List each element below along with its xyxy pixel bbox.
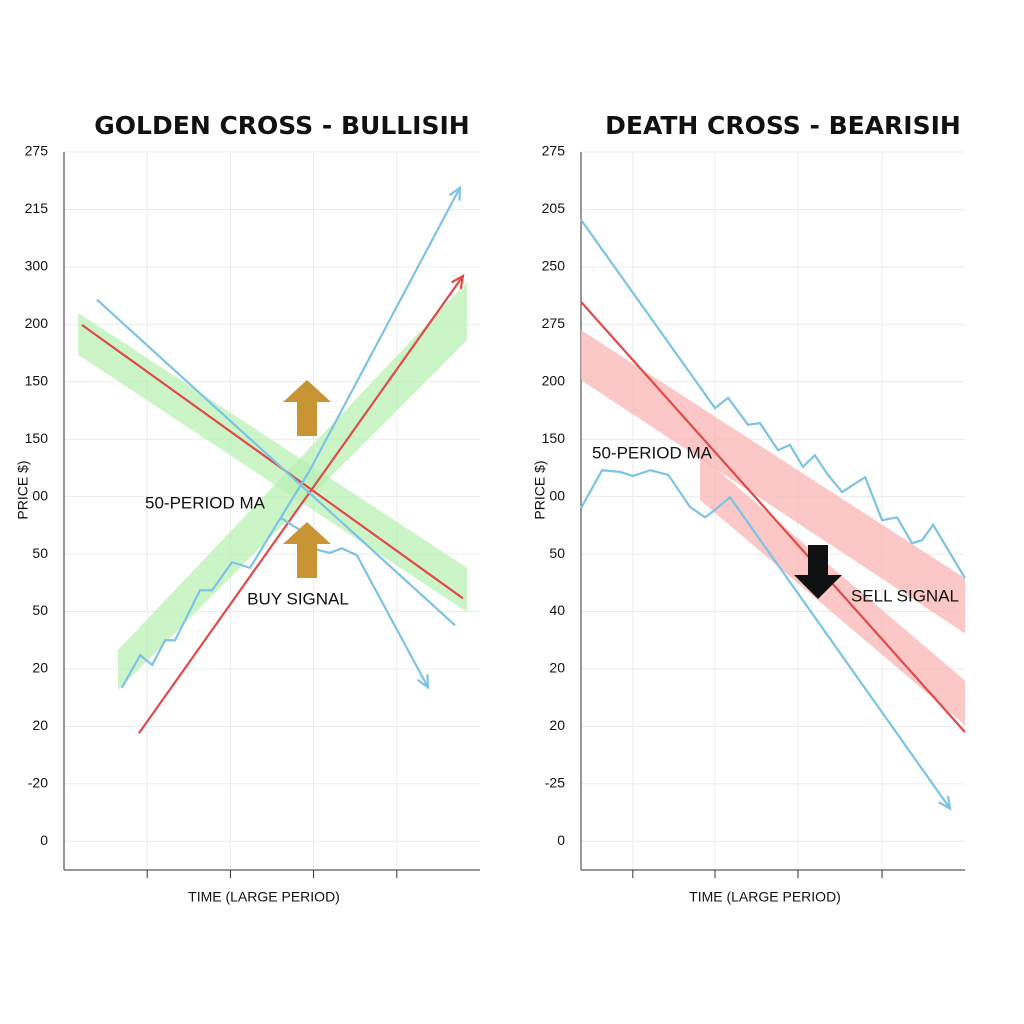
- y-axis-label: PRICE $): [15, 460, 31, 519]
- y-tick-label: -20: [28, 775, 48, 791]
- arrow-head: [448, 185, 462, 201]
- signal-arrow: [794, 545, 842, 599]
- line: [81, 324, 464, 600]
- line: [580, 301, 966, 733]
- line: [580, 219, 966, 579]
- y-tick-label: 150: [25, 372, 49, 388]
- band: [581, 330, 965, 634]
- line: [137, 275, 464, 734]
- line: [120, 187, 462, 689]
- signal-arrow: [283, 380, 331, 436]
- arrow-head: [451, 274, 465, 290]
- y-tick-label: 50: [32, 545, 48, 561]
- signal-arrow: [283, 522, 331, 578]
- y-tick-label: 20: [549, 660, 565, 676]
- annotation: 50-PERIOD MA: [592, 443, 713, 462]
- band: [118, 281, 468, 691]
- y-tick-label: 20: [549, 717, 565, 733]
- line: [580, 469, 951, 810]
- x-axis-label: TIME (LARGE PERIOD): [689, 889, 841, 905]
- y-tick-label: -25: [545, 775, 565, 791]
- y-tick-label: 275: [542, 143, 566, 159]
- y-tick-label: 200: [25, 315, 49, 331]
- y-tick-label: 300: [25, 258, 49, 274]
- y-tick-label: 50: [32, 602, 48, 618]
- annotation: SELL SIGNAL: [851, 586, 959, 605]
- y-tick-label: 150: [542, 430, 566, 446]
- y-tick-label: 20: [32, 717, 48, 733]
- y-tick-label: 200: [542, 372, 566, 388]
- annotation: 50-PERIOD MA: [145, 493, 266, 512]
- y-tick-label: 0: [40, 832, 48, 848]
- y-tick-label: 250: [542, 258, 566, 274]
- chart-title: GOLDEN CROSS - BULLISIH: [94, 111, 469, 140]
- arrow-head: [416, 674, 430, 690]
- line: [96, 298, 456, 627]
- y-tick-label: 0: [557, 832, 565, 848]
- y-tick-label: 275: [542, 315, 566, 331]
- y-tick-label: 00: [549, 487, 565, 503]
- y-tick-label: 215: [25, 200, 49, 216]
- y-tick-label: 275: [25, 143, 49, 159]
- y-tick-label: 205: [542, 200, 566, 216]
- arrow-head: [938, 795, 952, 811]
- chart-title: DEATH CROSS - BEARISIH: [605, 111, 961, 140]
- y-tick-label: 40: [549, 602, 565, 618]
- x-axis-label: TIME (LARGE PERIOD): [188, 889, 340, 905]
- y-tick-label: 00: [32, 487, 48, 503]
- y-axis-label: PRICE $): [532, 460, 548, 519]
- y-tick-label: 20: [32, 660, 48, 676]
- y-tick-label: 150: [25, 430, 49, 446]
- y-tick-label: 50: [549, 545, 565, 561]
- annotation: BUY SIGNAL: [247, 589, 349, 608]
